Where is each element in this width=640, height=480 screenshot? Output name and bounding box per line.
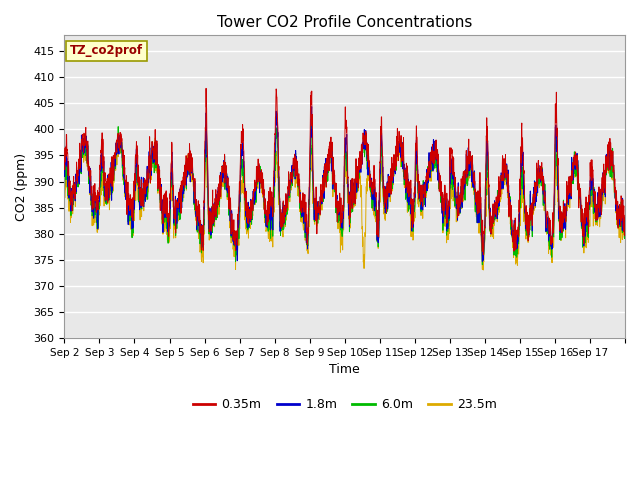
Legend: 0.35m, 1.8m, 6.0m, 23.5m: 0.35m, 1.8m, 6.0m, 23.5m <box>188 393 502 416</box>
X-axis label: Time: Time <box>330 363 360 376</box>
Title: Tower CO2 Profile Concentrations: Tower CO2 Profile Concentrations <box>217 15 472 30</box>
Text: TZ_co2prof: TZ_co2prof <box>70 45 143 58</box>
Y-axis label: CO2 (ppm): CO2 (ppm) <box>15 153 28 221</box>
